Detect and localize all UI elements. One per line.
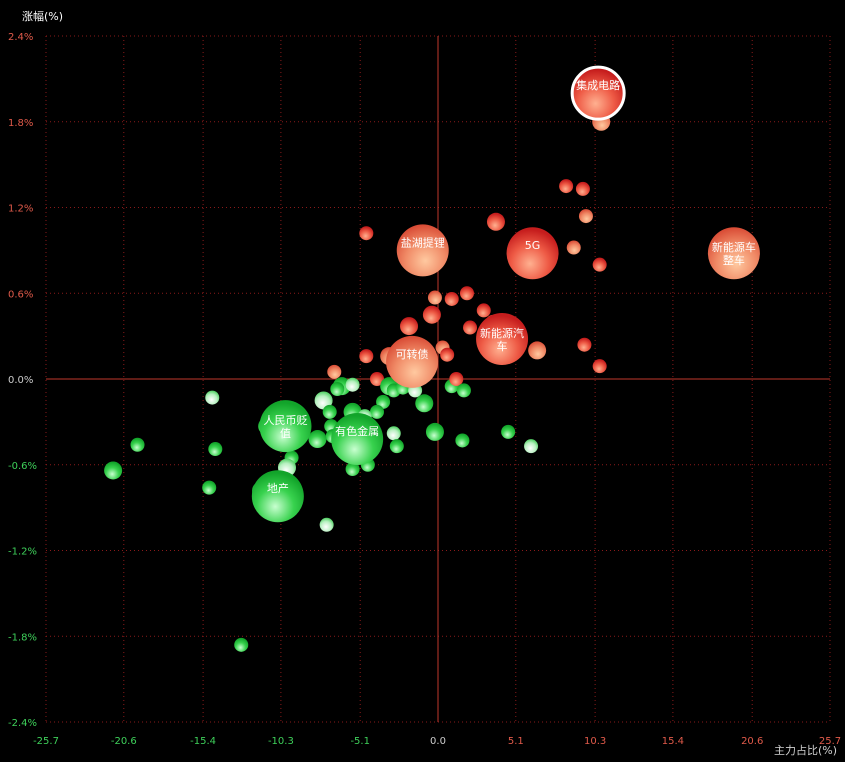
data-point — [459, 286, 474, 301]
data-point — [308, 430, 327, 449]
data-point — [476, 303, 491, 318]
bubble-label: 人民币贬 — [263, 414, 307, 427]
data-point — [369, 372, 384, 386]
data-point — [359, 349, 374, 364]
bubble-label: 新能源车 — [712, 240, 756, 254]
x-tick-label: -5.1 — [350, 736, 370, 747]
data-point — [359, 226, 374, 241]
bubble-9 — [251, 470, 304, 523]
bubble-label: 新能源汽 — [480, 326, 524, 340]
y-axis-title: 涨幅(%) — [22, 10, 64, 23]
bubble-5 — [476, 312, 529, 365]
x-tick-label: 5.1 — [508, 736, 524, 747]
data-point — [208, 442, 223, 457]
bubble-label: 盐湖提锂 — [401, 235, 445, 249]
data-point — [455, 433, 470, 448]
data-point — [319, 517, 334, 532]
bubble-label-line2: 值 — [280, 427, 291, 440]
data-point — [327, 364, 342, 379]
data-point — [578, 209, 593, 224]
y-tick-label: 1.8% — [8, 118, 33, 129]
data-point — [202, 480, 217, 495]
data-point — [389, 439, 404, 454]
data-point — [205, 390, 220, 405]
data-point — [575, 181, 590, 196]
data-point — [425, 422, 444, 441]
x-tick-label: -10.3 — [268, 736, 294, 747]
y-tick-label: -2.4% — [8, 718, 37, 729]
data-point — [369, 404, 384, 419]
data-point — [234, 637, 249, 652]
data-point — [440, 347, 455, 362]
data-point — [456, 383, 471, 398]
x-tick-label: 15.4 — [662, 736, 684, 747]
data-point — [528, 341, 547, 360]
bubble-4 — [707, 227, 760, 280]
x-tick-label: 0.0 — [430, 736, 446, 747]
data-point — [104, 461, 123, 480]
x-tick-label: 25.7 — [819, 736, 841, 747]
data-point — [345, 377, 360, 392]
data-point — [463, 320, 478, 335]
x-tick-labels: -25.7 -20.6 -15.4 -10.3 -5.1 0.0 5.1 10.3 15.4 20… — [33, 736, 841, 747]
data-point — [444, 291, 459, 306]
data-point — [130, 437, 145, 452]
bubble-8 — [331, 413, 384, 466]
data-point — [400, 317, 419, 336]
y-tick-label: 2.4% — [8, 32, 33, 43]
x-tick-label: 10.3 — [584, 736, 606, 747]
bubble-label: 有色金属 — [335, 424, 379, 438]
data-point — [592, 359, 607, 374]
data-point — [501, 424, 516, 439]
y-tick-label: 1.2% — [8, 204, 33, 215]
bubble-label: 地产 — [267, 481, 289, 495]
bubble-1 — [570, 65, 626, 121]
zero-axis-lines — [46, 36, 830, 722]
data-point — [322, 404, 337, 419]
bubble-label: 5G — [525, 239, 541, 252]
x-tick-label: -15.4 — [190, 736, 216, 747]
x-tick-label: -20.6 — [111, 736, 137, 747]
y-tick-label: -0.6% — [8, 461, 37, 472]
y-tick-labels: 2.4% 1.8% 1.2% 0.6% 0.0% -0.6% -1.2% -1.8% -2.4% — [8, 32, 37, 729]
data-point — [449, 372, 464, 386]
bubble-label-line2: 车 — [497, 339, 508, 353]
data-point — [314, 391, 333, 410]
data-point — [486, 212, 505, 231]
data-point — [330, 382, 345, 397]
bubble-7 — [259, 400, 312, 453]
bubble-label-line2: 整车 — [723, 253, 745, 267]
bubble-label: 集成电路 — [576, 78, 620, 92]
bubble-label: 可转债 — [396, 347, 429, 361]
data-point — [566, 240, 581, 255]
data-point — [345, 462, 360, 477]
y-tick-label: 0.0% — [8, 375, 33, 386]
data-point — [559, 179, 574, 194]
bubble-3 — [506, 227, 559, 280]
y-tick-label: 0.6% — [8, 289, 33, 300]
bubble-2 — [396, 224, 449, 277]
x-axis-title: 主力占比(%) — [773, 744, 837, 757]
y-tick-label: -1.2% — [8, 547, 37, 558]
bubble-6 — [386, 335, 439, 388]
data-point — [422, 305, 441, 324]
data-point — [415, 394, 434, 413]
data-point — [376, 394, 391, 409]
data-point — [386, 426, 401, 441]
data-point — [592, 257, 607, 272]
x-tick-label: -25.7 — [33, 736, 59, 747]
data-point — [577, 337, 592, 352]
y-tick-label: -1.8% — [8, 632, 37, 643]
data-point — [524, 439, 539, 454]
data-point — [427, 290, 442, 305]
x-tick-label: 20.6 — [741, 736, 763, 747]
